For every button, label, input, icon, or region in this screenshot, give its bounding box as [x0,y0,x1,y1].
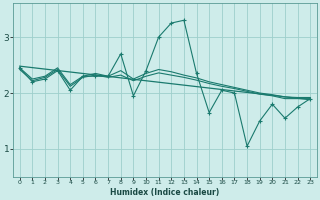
X-axis label: Humidex (Indice chaleur): Humidex (Indice chaleur) [110,188,220,197]
